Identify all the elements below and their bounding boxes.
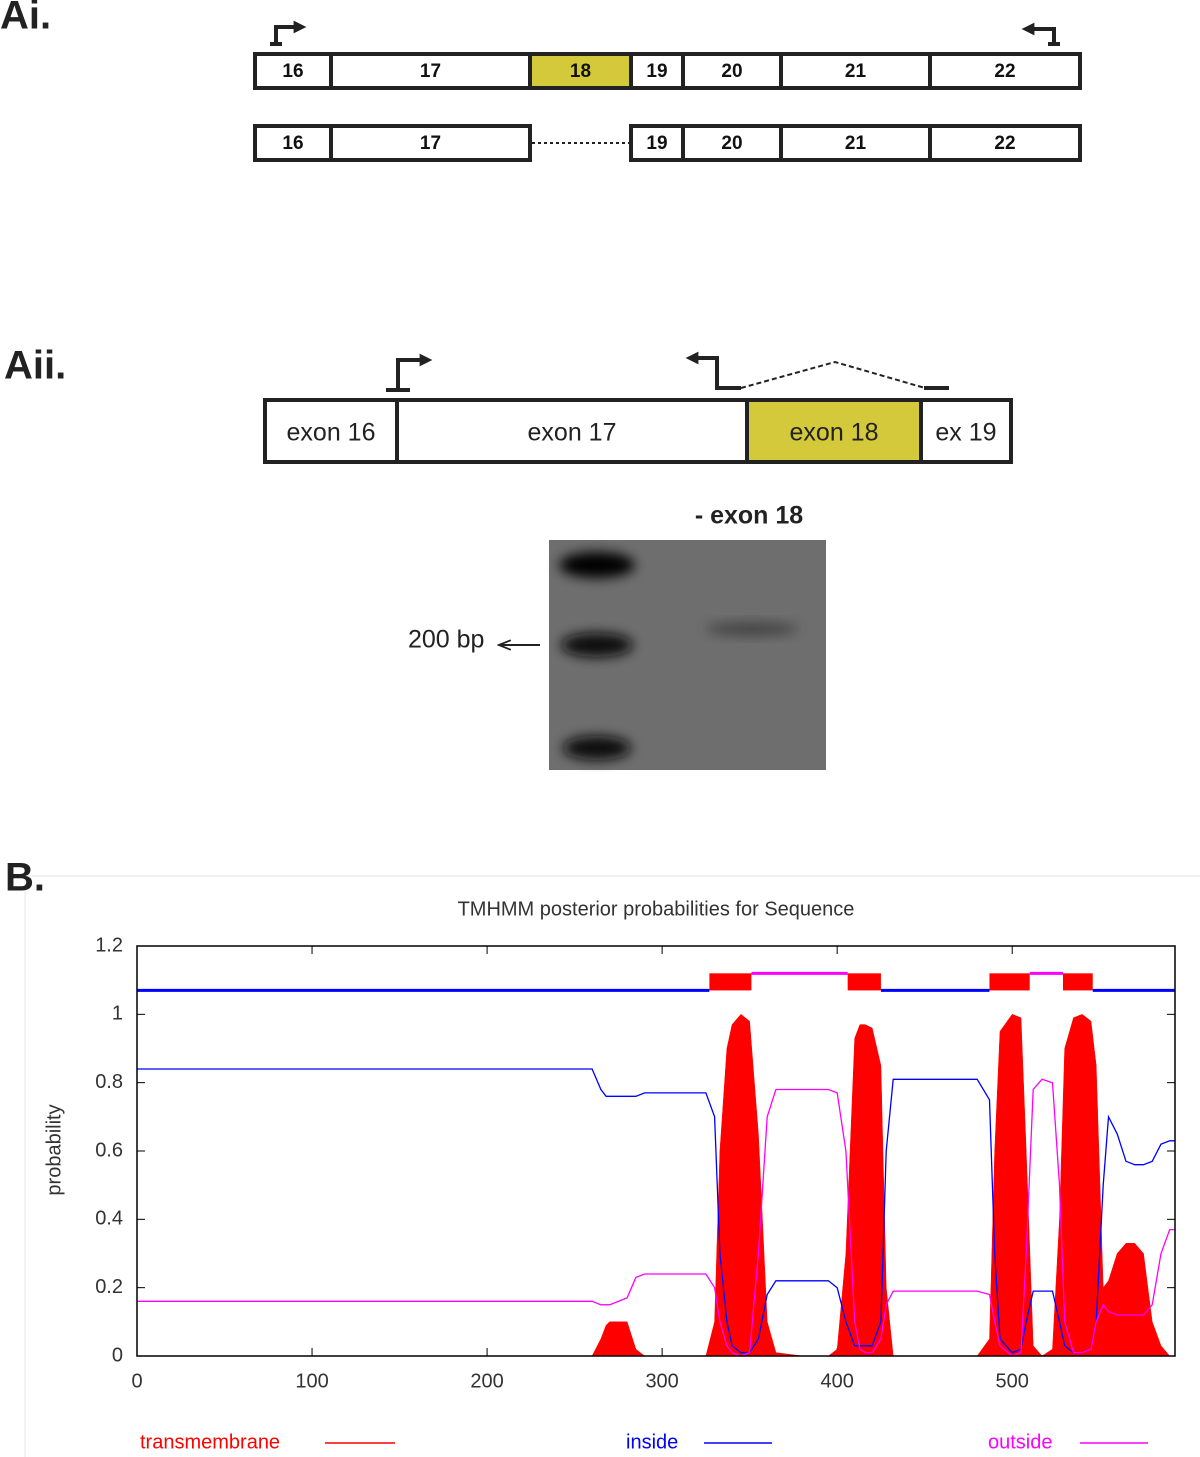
- exon-label: 18: [570, 61, 591, 82]
- exon-box: [528, 52, 633, 90]
- exon-diagram: exon 16 exon 17 exon 18 ex 19: [263, 398, 1013, 464]
- exon-label: 16: [282, 61, 303, 82]
- topology-segment: [847, 973, 881, 991]
- legend-label: transmembrane: [140, 1431, 280, 1453]
- plot: 0 0.2 0.4 0.6 0.8 1 1.2 0 100 200 300 400 500: [95, 934, 1175, 1392]
- exon-label: 16: [282, 133, 303, 154]
- exon-box: [928, 124, 1082, 162]
- chart-title: TMHMM posterior probabilities for Sequen…: [458, 898, 855, 920]
- marker-label: 200 bp: [408, 626, 484, 654]
- exon-label: 19: [646, 133, 667, 154]
- exon-box: [919, 398, 1013, 464]
- y-tick-label: 0.6: [95, 1139, 123, 1161]
- exon-box: [253, 124, 333, 162]
- gel: [549, 540, 826, 770]
- line: [137, 1078, 1175, 1357]
- panel-label: Ai.: [0, 0, 51, 38]
- exon-box: [681, 52, 783, 90]
- exon-label: exon 16: [287, 419, 376, 447]
- exon-label: 21: [845, 133, 867, 154]
- exon-box: [745, 398, 923, 464]
- x-tick-label: 200: [470, 1370, 503, 1392]
- splice-line: [740, 360, 926, 389]
- exon-box: [629, 124, 685, 162]
- area: [137, 1013, 1175, 1357]
- reverse-primer: [685, 351, 741, 390]
- exon-label: 19: [646, 61, 667, 82]
- exon-label: ex 19: [935, 419, 996, 447]
- forward-primer: [386, 360, 426, 392]
- y-axis-label: probability: [43, 1104, 65, 1195]
- exon-box: [928, 52, 1082, 90]
- line: [137, 1068, 1175, 1354]
- x-tick-label: 300: [645, 1370, 678, 1392]
- ladder-band: [561, 633, 633, 657]
- sample-band: [706, 622, 798, 636]
- exon-label: exon 17: [528, 419, 617, 447]
- x-tick-label: 500: [996, 1370, 1029, 1392]
- legend-label: outside: [988, 1431, 1053, 1453]
- exon-box: [253, 52, 333, 90]
- exon-box: [329, 52, 532, 90]
- exon-box: [779, 124, 932, 162]
- topology-segment: [989, 973, 1030, 991]
- exon-rows: 16 17 18 19 20 21 22 16 17 19 20 21 22: [253, 52, 1082, 162]
- x-tick-label: 0: [131, 1370, 142, 1392]
- plot-frame: [136, 945, 1176, 1357]
- exon-label: 22: [994, 133, 1015, 154]
- exon-box: [329, 124, 532, 162]
- reverse-primer: [1028, 29, 1060, 46]
- ladder-band: [559, 552, 635, 578]
- exon-box: [263, 398, 399, 464]
- exon-label: 20: [721, 133, 742, 154]
- y-tick-label: 0.2: [95, 1276, 123, 1298]
- exon-label: 22: [994, 61, 1015, 82]
- topology-segment: [1062, 973, 1093, 991]
- panel-label: B.: [5, 856, 45, 900]
- legend-label: inside: [626, 1431, 678, 1453]
- y-tick-label: 0.8: [95, 1071, 123, 1093]
- ladder-band: [563, 736, 631, 760]
- gel-title: - exon 18: [695, 502, 803, 530]
- exon-label: 17: [420, 61, 441, 82]
- forward-primer: [270, 27, 300, 46]
- y-tick-label: 1: [112, 1003, 123, 1025]
- x-tick-label: 400: [820, 1370, 853, 1392]
- y-tick-label: 1.2: [95, 934, 123, 956]
- y-tick-label: 0: [112, 1344, 123, 1366]
- exon-label: 21: [845, 61, 867, 82]
- panel-label: Aii.: [4, 344, 66, 388]
- topology-segment: [709, 973, 752, 991]
- exon-label: exon 18: [790, 419, 879, 447]
- exon-label: 20: [721, 61, 742, 82]
- x-tick-label: 100: [295, 1370, 328, 1392]
- exon-label: 17: [420, 133, 441, 154]
- y-tick-label: 0.4: [95, 1208, 123, 1230]
